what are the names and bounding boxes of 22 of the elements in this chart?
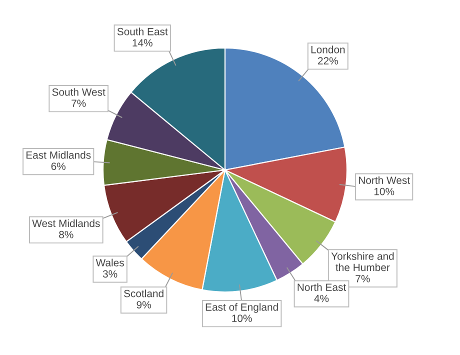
slice-label: South East (117, 28, 168, 36)
slice-label: London (311, 46, 345, 54)
slice-label: Yorkshire and the Humber (331, 252, 394, 272)
slice-label: North West (358, 176, 410, 184)
data-label: 6% (51, 162, 66, 170)
slice-label: East of England (206, 303, 278, 313)
slice-label: West Midlands (32, 219, 100, 228)
data-label: 10% (232, 314, 252, 322)
slice-label: North East (298, 283, 346, 291)
data-label: 10% (374, 188, 394, 196)
slice-label: South West (52, 88, 106, 96)
data-label: 4% (314, 294, 329, 302)
data-label: 7% (72, 100, 86, 107)
data-label: 8% (59, 230, 74, 238)
data-label: 3% (102, 270, 118, 278)
slice-label: Wales (96, 258, 124, 266)
slice-label: East Midlands (26, 151, 91, 159)
data-label: 14% (132, 39, 152, 46)
slice-label: Scotland (124, 290, 164, 298)
data-label: 7% (356, 275, 370, 282)
data-label: 9% (136, 301, 151, 308)
data-label: 22% (318, 57, 338, 64)
